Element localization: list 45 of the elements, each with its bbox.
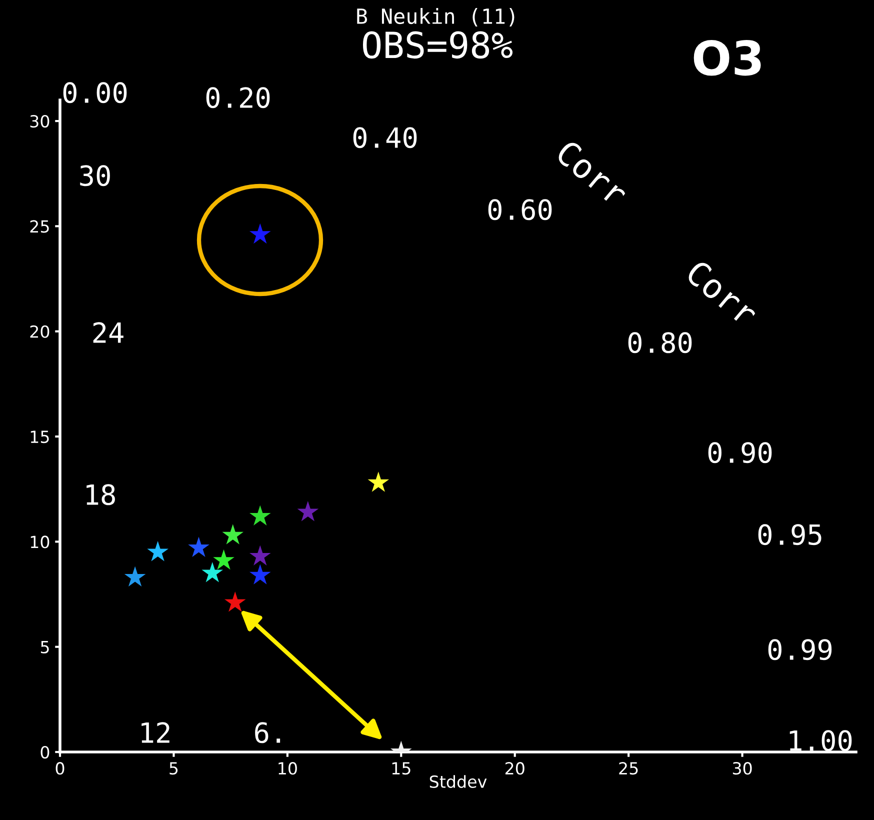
point xyxy=(147,540,168,562)
point xyxy=(224,591,246,612)
annotation: 24 xyxy=(93,322,124,343)
x-tick-label: 30 xyxy=(732,762,752,775)
x-tick-label: 10 xyxy=(278,762,297,775)
point xyxy=(222,524,244,544)
annotation: 0.80 xyxy=(628,332,692,354)
x-axis-title: Stddev xyxy=(430,775,487,788)
chart-title: B Neukin (11) xyxy=(357,8,514,27)
point xyxy=(213,549,234,570)
point xyxy=(188,536,210,558)
x-tick-label: 25 xyxy=(619,762,638,775)
annotation: 12 xyxy=(142,722,170,743)
point xyxy=(249,545,271,566)
y-tick-label: 10 xyxy=(30,536,50,548)
annotation: 0.95 xyxy=(758,524,822,546)
chart-subtitle: OBS=98% xyxy=(362,31,513,59)
x-tick-label: 5 xyxy=(170,762,178,775)
point xyxy=(249,223,271,244)
annotation: 1.00 xyxy=(790,730,852,752)
x-tick-label: 15 xyxy=(392,762,410,775)
y-tick-label: 30 xyxy=(30,114,50,128)
point xyxy=(124,566,146,586)
point xyxy=(249,505,271,526)
point xyxy=(202,562,224,582)
annotation: 0.90 xyxy=(708,442,772,464)
annotation: 6. xyxy=(255,722,280,744)
y-tick-label: 20 xyxy=(30,325,50,338)
point xyxy=(368,472,390,492)
y-tick-label: 25 xyxy=(30,220,49,233)
annotation: 0.60 xyxy=(488,199,552,220)
point xyxy=(297,501,319,522)
annotation: 30 xyxy=(80,165,110,186)
annotation: 0.40 xyxy=(353,127,417,148)
point xyxy=(249,564,271,584)
annotation: 0.99 xyxy=(768,639,832,660)
y-tick-label: 5 xyxy=(40,641,49,654)
y-tick-label: 15 xyxy=(30,430,49,444)
annotation: 0.20 xyxy=(206,87,270,108)
x-tick-label: 20 xyxy=(505,762,524,775)
y-tick-label: 0 xyxy=(40,746,50,759)
annotation: 18 xyxy=(86,484,115,506)
text: O3 xyxy=(694,40,761,76)
annotation: 0.00 xyxy=(63,82,127,104)
x-tick-label: 0 xyxy=(56,762,64,775)
